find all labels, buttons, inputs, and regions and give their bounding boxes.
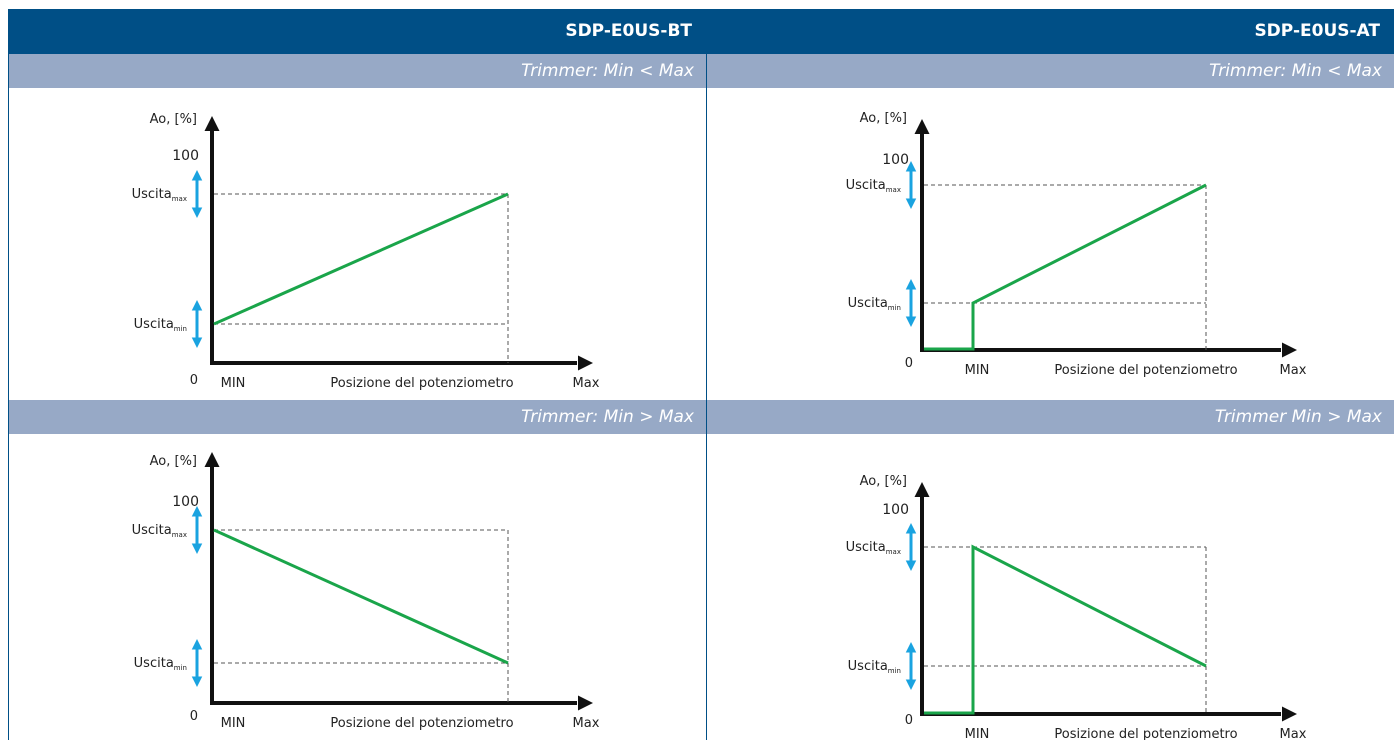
origin-label: 0 [190, 373, 198, 388]
output-max-range-arrow-head-up [191, 506, 203, 517]
output-max-label: Uscitamax [846, 178, 901, 194]
output-max-range-arrow-head-up [905, 161, 917, 172]
origin-label: 0 [190, 709, 198, 724]
diagram-cell-at-row2: Ao, [%] 100 0 MIN Posizione del potenziometr… [707, 434, 1394, 742]
subheader-at-row1: Trimmer: Min < Max [707, 54, 1394, 88]
y-axis-100-label: 100 [172, 148, 199, 164]
output-min-range-arrow-head-up [191, 639, 203, 650]
y-axis-100-label: 100 [882, 502, 909, 518]
output-max-label: Uscitamax [132, 187, 187, 203]
output-min-range-arrow-head-up [905, 642, 917, 653]
output-min-range-arrow-head-down [191, 676, 203, 687]
y-axis-label: Ao, [%] [860, 111, 907, 126]
x-max-label: Max [1280, 727, 1307, 740]
y-axis-arrowhead [914, 482, 930, 497]
y-axis-100-label: 100 [882, 152, 909, 168]
diagram-cell-at-row1: Ao, [%] 100 0 MIN Posizione del potenziometr… [707, 88, 1394, 400]
output-curve [213, 528, 509, 665]
x-min-label: MIN [221, 716, 246, 731]
output-min-label: Uscitamin [848, 296, 901, 312]
x-max-label: Max [573, 716, 600, 731]
output-curve [213, 192, 509, 326]
diagram-cell-bt-row1: Ao, [%] 100 0 MIN Posizione del potenziometr… [9, 88, 706, 400]
column-header-at: SDP-E0US-AT [707, 9, 1394, 54]
y-axis-label: Ao, [%] [150, 454, 197, 469]
subheader-bt-row2: Trimmer: Min > Max [8, 400, 706, 434]
output-max-label: Uscitamax [846, 540, 901, 556]
subheader-at-row2: Trimmer Min > Max [707, 400, 1394, 434]
output-max-range-arrow-head-up [191, 170, 203, 181]
x-max-label: Max [1280, 363, 1307, 378]
x-axis-label: Posizione del potenziometro [330, 716, 513, 731]
output-min-range-arrow-head-down [905, 316, 917, 327]
output-max-range-arrow-head-down [905, 560, 917, 571]
y-axis-arrowhead [914, 119, 930, 134]
x-axis-label: Posizione del potenziometro [330, 376, 513, 391]
output-min-range-arrow-head-up [905, 279, 917, 290]
output-min-range-arrow-head-down [905, 679, 917, 690]
origin-label: 0 [905, 713, 913, 728]
diagram-bt-min-gt-max: Ao, [%] 100 0 MIN Posizione del potenziometr… [132, 452, 600, 731]
x-axis-arrowhead [1282, 342, 1297, 358]
y-axis-label: Ao, [%] [860, 474, 907, 489]
x-axis-arrowhead [578, 355, 593, 371]
output-max-label: Uscitamax [132, 523, 187, 539]
output-min-range-arrow-head-up [191, 300, 203, 311]
x-max-label: Max [573, 376, 600, 391]
output-min-label: Uscitamin [134, 656, 187, 672]
output-curve [924, 544, 1207, 715]
column-divider [706, 9, 707, 740]
diagram-at-min-gt-max: Ao, [%] 100 0 MIN Posizione del potenziometr… [846, 474, 1307, 742]
output-max-range-arrow-head-down [905, 198, 917, 209]
output-max-range-arrow-head-down [191, 207, 203, 218]
x-axis-label: Posizione del potenziometro [1054, 727, 1237, 740]
x-axis-label: Posizione del potenziometro [1054, 363, 1237, 378]
output-min-range-arrow-head-down [191, 337, 203, 348]
diagram-bt-min-lt-max: Ao, [%] 100 0 MIN Posizione del potenziometr… [132, 112, 600, 391]
y-axis-arrowhead [204, 452, 220, 467]
column-header-bt: SDP-E0US-BT [8, 9, 706, 54]
x-axis-arrowhead [1282, 706, 1297, 722]
origin-label: 0 [905, 356, 913, 371]
diagram-at-min-lt-max: Ao, [%] 100 0 MIN Posizione del potenziometr… [846, 111, 1307, 378]
x-axis-arrowhead [578, 695, 593, 711]
comparison-table: SDP-E0US-BT SDP-E0US-AT Trimmer: Min < M… [8, 9, 1394, 742]
output-min-label: Uscitamin [848, 659, 901, 675]
y-axis-label: Ao, [%] [150, 112, 197, 127]
diagram-cell-bt-row2: Ao, [%] 100 0 MIN Posizione del potenziometr… [9, 434, 706, 740]
output-max-range-arrow-head-up [905, 523, 917, 534]
output-min-label: Uscitamin [134, 317, 187, 333]
subheader-bt-row1: Trimmer: Min < Max [8, 54, 706, 88]
x-min-label: MIN [965, 363, 990, 378]
output-max-range-arrow-head-down [191, 543, 203, 554]
x-min-label: MIN [221, 376, 246, 391]
table-left-border [8, 54, 9, 740]
y-axis-100-label: 100 [172, 494, 199, 510]
y-axis-arrowhead [204, 116, 220, 131]
output-curve [924, 183, 1207, 351]
x-min-label: MIN [965, 727, 990, 740]
